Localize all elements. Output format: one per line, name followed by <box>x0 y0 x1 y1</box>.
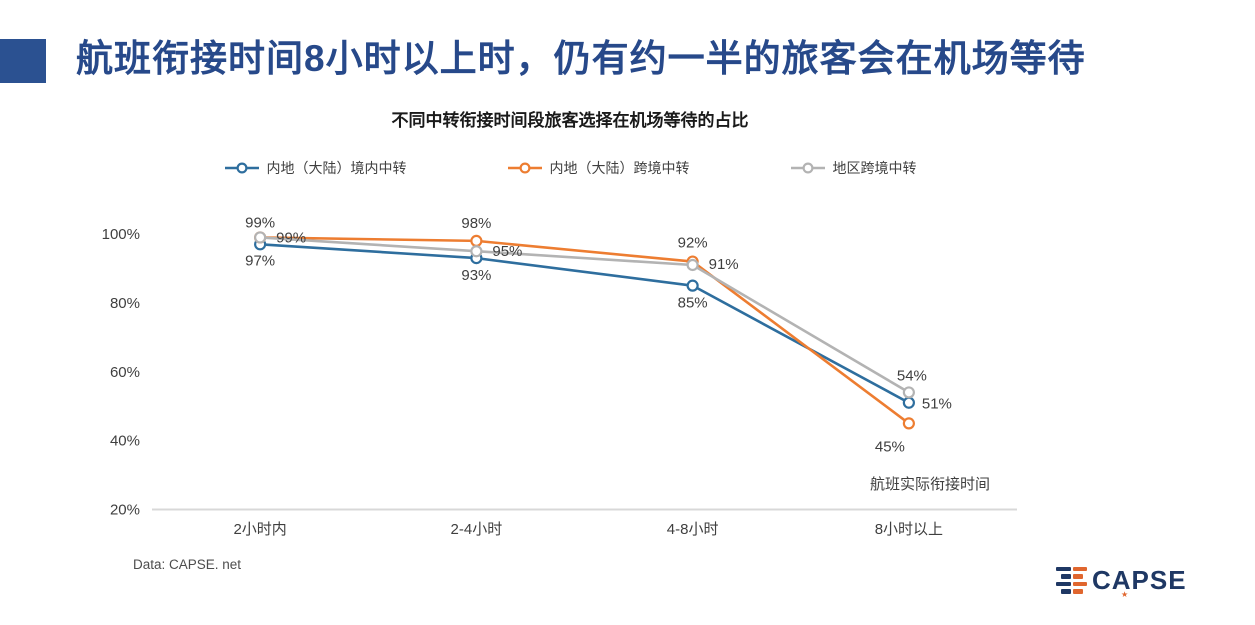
data-label: 97% <box>245 252 275 269</box>
data-label: 45% <box>875 438 905 455</box>
chart-line <box>258 243 911 405</box>
y-tick-label: 60% <box>110 364 140 381</box>
chart-legend: 内地（大陆）境内中转 内地（大陆）跨境中转 地区跨境中转 <box>150 158 990 178</box>
data-label: 51% <box>922 396 952 413</box>
logo-orange-bars <box>1073 566 1087 594</box>
page-title: 航班衔接时间8小时以上时，仍有约一半的旅客会在机场等待 <box>76 38 1086 79</box>
legend-label: 内地（大陆）跨境中转 <box>549 160 690 176</box>
legend-item-domestic-transfer: 内地（大陆）境内中转 <box>224 158 407 178</box>
data-label: 92% <box>678 235 708 252</box>
logo-wordmark: CAPSE ★ <box>1092 565 1187 599</box>
data-label: 95% <box>492 243 522 260</box>
data-label: 85% <box>678 295 708 312</box>
chart-marker <box>686 258 699 272</box>
title-accent-bar <box>0 39 46 83</box>
legend-item-crossborder-transfer: 内地（大陆）跨境中转 <box>507 158 690 178</box>
chart-marker <box>686 279 699 292</box>
line-circle-marker-icon <box>507 162 542 174</box>
y-tick-label: 20% <box>110 502 140 519</box>
logo-star-icon: ★ <box>1121 590 1130 599</box>
data-source-text: Data: CAPSE. net <box>133 557 242 572</box>
legend-label: 地区跨境中转 <box>832 160 917 176</box>
chart-marker <box>470 234 483 247</box>
data-label: 93% <box>461 267 491 284</box>
chart-marker <box>902 417 915 430</box>
chart-marker <box>470 245 483 258</box>
line-circle-marker-icon <box>790 162 825 174</box>
capse-logo-icon <box>1056 566 1087 594</box>
chart-title: 不同中转衔接时间段旅客选择在机场等待的占比 <box>391 111 749 130</box>
data-label: 99% <box>276 229 306 246</box>
legend-item-region-transfer: 地区跨境中转 <box>790 158 917 178</box>
chart-line <box>258 236 911 425</box>
x-axis-annotation: 航班实际衔接时间 <box>870 476 990 493</box>
x-tick-label: 4-8小时 <box>667 521 719 538</box>
data-label: 99% <box>245 214 275 231</box>
capse-logo: CAPSE ★ <box>1056 565 1187 599</box>
x-tick-label: 2小时内 <box>233 521 286 538</box>
data-label: 98% <box>461 215 491 232</box>
chart-marker <box>254 231 267 244</box>
x-tick-label: 2-4小时 <box>451 521 503 538</box>
data-label: 91% <box>709 256 739 273</box>
y-tick-label: 80% <box>110 295 140 312</box>
logo-navy-bars <box>1056 566 1071 594</box>
line-circle-marker-icon <box>224 162 259 174</box>
chart-line <box>258 236 911 394</box>
chart-marker <box>902 396 915 409</box>
legend-label: 内地（大陆）境内中转 <box>266 160 407 176</box>
data-label: 54% <box>897 367 927 384</box>
y-tick-label: 100% <box>102 226 140 243</box>
x-tick-label: 8小时以上 <box>875 521 943 538</box>
chart-marker <box>902 386 915 399</box>
y-tick-label: 40% <box>110 433 140 450</box>
